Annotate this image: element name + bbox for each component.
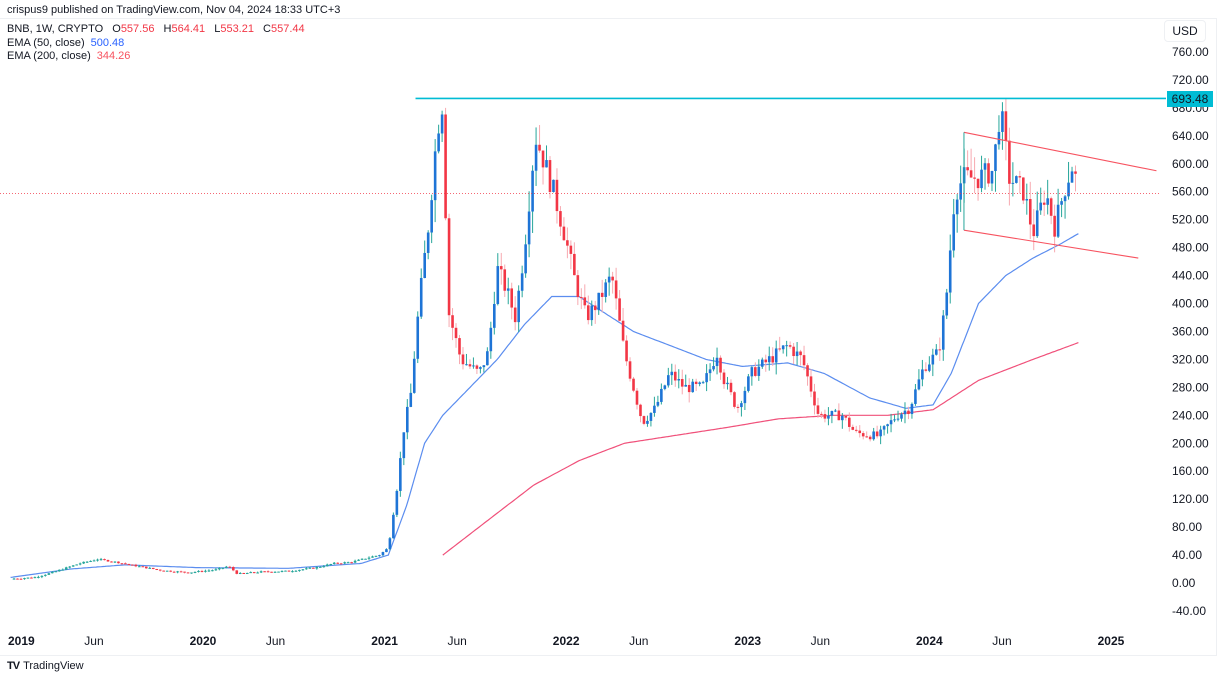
time-tick: Jun bbox=[84, 634, 103, 648]
low-label: L bbox=[214, 23, 221, 35]
time-tick: Jun bbox=[629, 634, 648, 648]
price-tick: 0.00 bbox=[1172, 576, 1196, 590]
legend: BNB, 1W, CRYPTO O557.56 H564.41 L553.21 … bbox=[7, 23, 311, 64]
price-tick: 600.00 bbox=[1172, 157, 1209, 171]
drawings bbox=[0, 97, 1166, 259]
time-tick: 2021 bbox=[371, 634, 398, 648]
open-value: 557.56 bbox=[120, 23, 155, 35]
ema50-value: 500.48 bbox=[90, 36, 125, 49]
price-tick: 40.00 bbox=[1172, 548, 1202, 562]
close-label: C bbox=[263, 23, 271, 35]
tradingview-brand: TV TradingView bbox=[7, 660, 84, 672]
time-tick: Jun bbox=[266, 634, 285, 648]
price-tick: 440.00 bbox=[1172, 269, 1209, 283]
time-tick: 2022 bbox=[553, 634, 580, 648]
high-label: H bbox=[163, 23, 172, 35]
time-tick: 2020 bbox=[190, 634, 217, 648]
price-tick: -40.00 bbox=[1172, 604, 1206, 618]
publisher-line: crispus9 published on TradingView.com, N… bbox=[7, 4, 341, 16]
time-tick: Jun bbox=[992, 634, 1011, 648]
legend-ema200-row[interactable]: EMA (200, close) 344.26 bbox=[7, 50, 311, 64]
time-tick: Jun bbox=[811, 634, 830, 648]
time-tick: 2023 bbox=[734, 634, 761, 648]
price-tick: 80.00 bbox=[1172, 520, 1202, 534]
legend-ema50-row[interactable]: EMA (50, close) 500.48 bbox=[7, 37, 311, 51]
price-tick: 520.00 bbox=[1172, 213, 1209, 227]
candlesticks bbox=[12, 98, 1077, 580]
price-axis[interactable]: 760.00720.00680.00640.00600.00560.00520.… bbox=[1172, 45, 1209, 618]
price-tick: 360.00 bbox=[1172, 324, 1209, 338]
price-tick: 280.00 bbox=[1172, 380, 1209, 394]
price-tick: 320.00 bbox=[1172, 352, 1209, 366]
chart-frame bbox=[0, 18, 1217, 656]
price-tick: 760.00 bbox=[1172, 45, 1209, 59]
low-value: 553.21 bbox=[220, 23, 254, 35]
time-tick: Jun bbox=[447, 634, 466, 648]
price-tick: 560.00 bbox=[1172, 185, 1209, 199]
legend-symbol-row: BNB, 1W, CRYPTO O557.56 H564.41 L553.21 … bbox=[7, 23, 311, 37]
resistance-price-badge: 693.48 bbox=[1167, 91, 1213, 107]
ema50-label: EMA (50, close) bbox=[7, 36, 85, 49]
open-label: O bbox=[112, 23, 121, 35]
time-tick: 2019 bbox=[8, 634, 35, 648]
brand-name: TradingView bbox=[23, 660, 84, 672]
ema200-value: 344.26 bbox=[96, 50, 131, 62]
tradingview-logo-icon: TV bbox=[7, 660, 20, 672]
price-tick: 400.00 bbox=[1172, 297, 1209, 311]
ema200-label: EMA (200, close) bbox=[7, 50, 91, 62]
price-tick: 480.00 bbox=[1172, 241, 1209, 255]
close-value: 557.44 bbox=[271, 23, 305, 35]
price-tick: 160.00 bbox=[1172, 464, 1209, 478]
currency-button[interactable]: USD bbox=[1164, 20, 1206, 42]
price-tick: 200.00 bbox=[1172, 436, 1209, 450]
price-tick: 640.00 bbox=[1172, 129, 1209, 143]
time-axis[interactable]: 2019 Jun 2020 Jun 2021 Jun 2022 Jun 2023 Jun 2024 J… bbox=[8, 634, 1125, 648]
ema200-line bbox=[442, 342, 1079, 556]
price-tick: 240.00 bbox=[1172, 408, 1209, 422]
price-tick: 120.00 bbox=[1172, 492, 1209, 506]
time-tick: 2024 bbox=[916, 634, 943, 648]
ema50-line bbox=[10, 233, 1079, 578]
high-value: 564.41 bbox=[171, 23, 206, 35]
price-tick: 720.00 bbox=[1172, 73, 1209, 87]
time-tick: 2025 bbox=[1098, 634, 1125, 648]
symbol-label[interactable]: BNB, 1W, CRYPTO bbox=[7, 23, 104, 35]
